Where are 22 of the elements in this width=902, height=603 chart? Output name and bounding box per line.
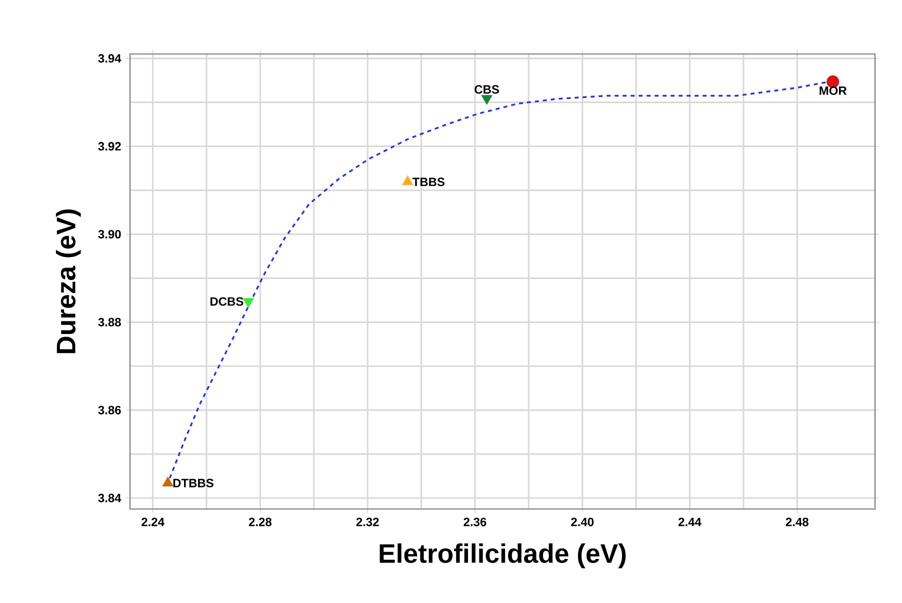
series-label: TBBS (412, 178, 444, 186)
point (162, 476, 174, 486)
x-tick-label: 2.24 (142, 518, 164, 526)
x-tick-label: 2.32 (356, 518, 379, 526)
point (402, 176, 414, 186)
series-label: DTBBS (173, 478, 214, 488)
series-label: CBS (474, 85, 499, 94)
y-tick-label: 3.84 (98, 494, 122, 502)
series-label: DCBS (210, 297, 244, 306)
y-tick-label: 3.94 (98, 54, 122, 63)
x-tick-label: 2.28 (248, 518, 272, 526)
y-tick-label: 3.88 (98, 318, 121, 326)
x-tick-label: 2.44 (678, 518, 702, 526)
series-label: MOR (820, 86, 847, 95)
y-tick-label: 3.92 (98, 142, 121, 151)
x-axis-title: Eletrofilicidade (eV) (380, 543, 626, 568)
x-tick-label: 2.48 (786, 518, 808, 526)
y-axis-title: Dureza (eV) (56, 210, 81, 354)
y-tick-label: 3.90 (98, 230, 121, 238)
x-tick-label: 2.40 (571, 518, 594, 526)
y-tick-label: 3.86 (98, 406, 121, 414)
x-tick-label: 2.36 (464, 518, 486, 526)
